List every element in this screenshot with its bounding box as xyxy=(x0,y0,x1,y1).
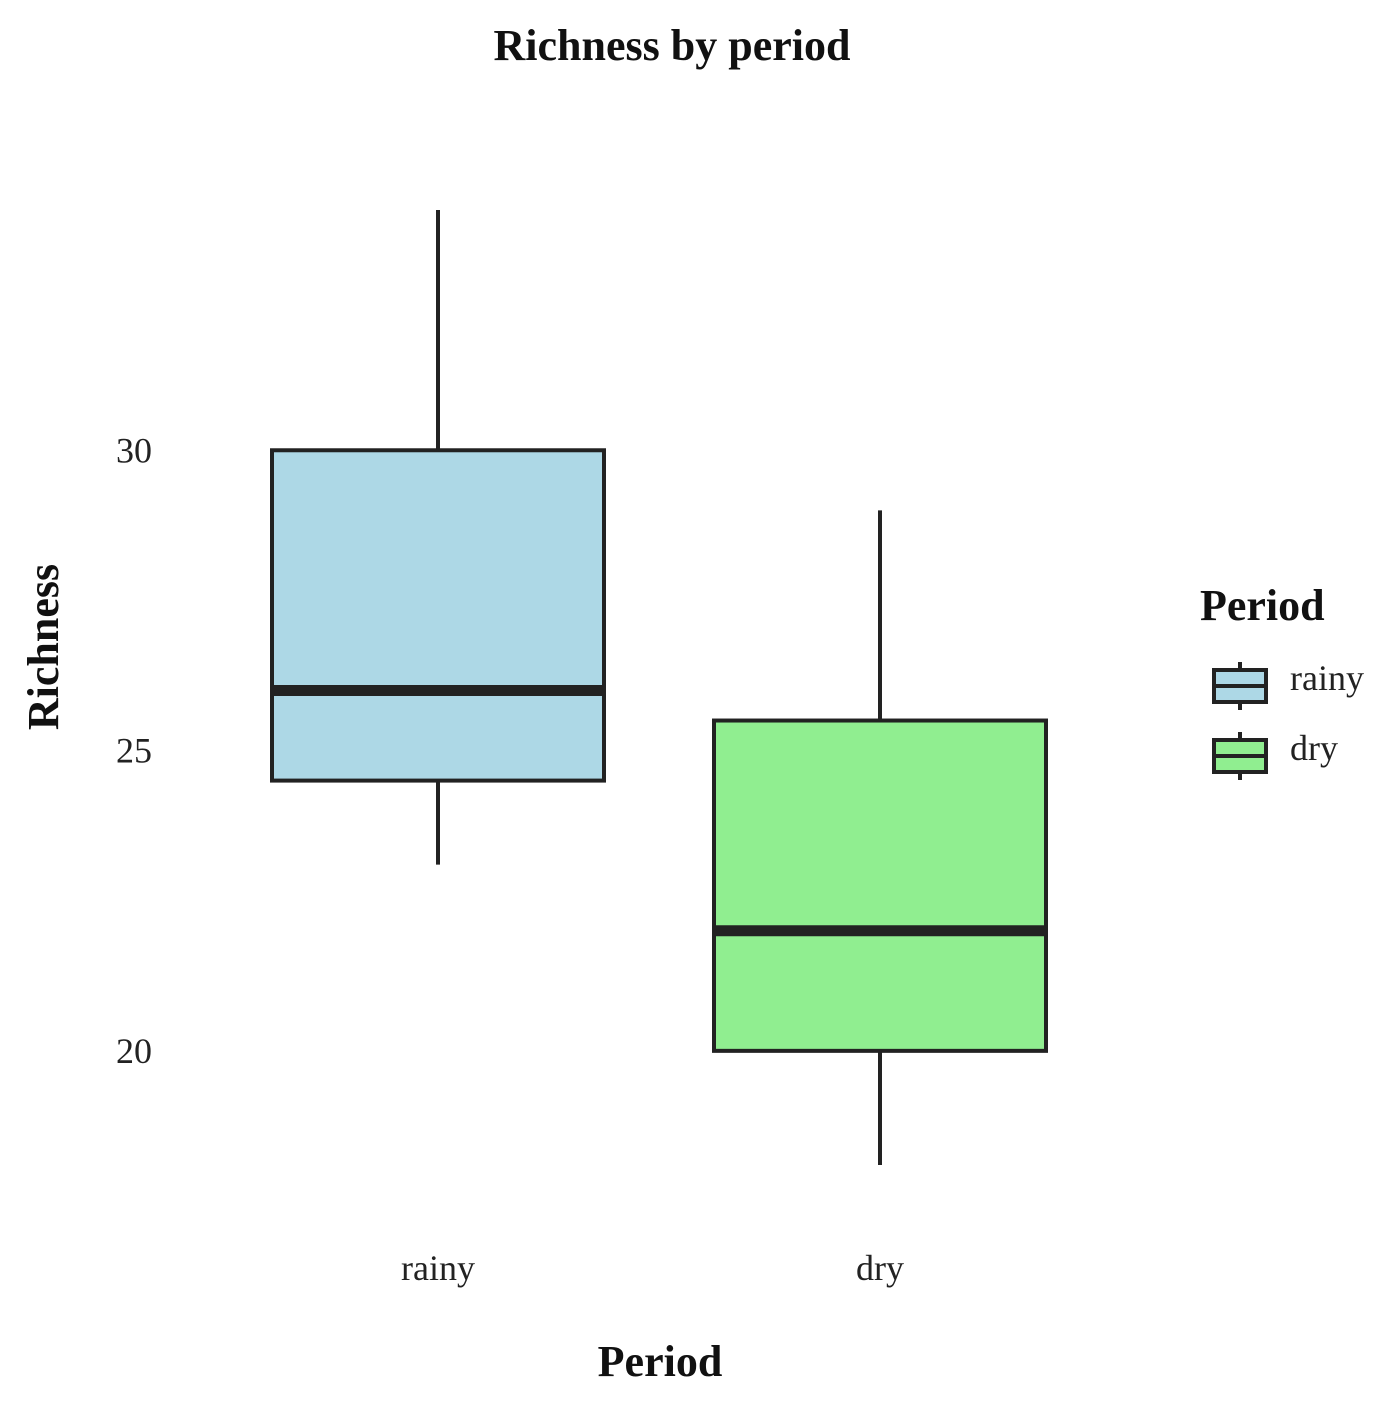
boxes xyxy=(270,210,1048,1165)
x-axis-ticks: rainy dry xyxy=(401,1248,904,1288)
y-axis-title: Richness xyxy=(19,564,68,730)
chart-title: Richness by period xyxy=(494,21,851,70)
box-rect-dry xyxy=(712,718,1048,1053)
legend: Period rainy dry xyxy=(1200,581,1364,780)
legend-key-dry xyxy=(1212,732,1268,780)
y-tick-label: 30 xyxy=(116,430,152,470)
box-dry xyxy=(712,510,1048,1165)
y-tick-label: 25 xyxy=(116,731,152,771)
y-tick-label: 20 xyxy=(116,1031,152,1071)
x-tick-label-dry: dry xyxy=(856,1248,904,1288)
legend-label-rainy: rainy xyxy=(1290,658,1364,698)
legend-title: Period xyxy=(1200,581,1325,630)
legend-key-rainy xyxy=(1212,662,1268,710)
y-axis-ticks: 20 25 30 xyxy=(116,430,152,1071)
x-tick-label-rainy: rainy xyxy=(401,1248,475,1288)
box-rect-rainy xyxy=(270,448,606,783)
box-rainy xyxy=(270,210,606,865)
legend-label-dry: dry xyxy=(1290,728,1338,768)
x-axis-title: Period xyxy=(598,1337,723,1386)
